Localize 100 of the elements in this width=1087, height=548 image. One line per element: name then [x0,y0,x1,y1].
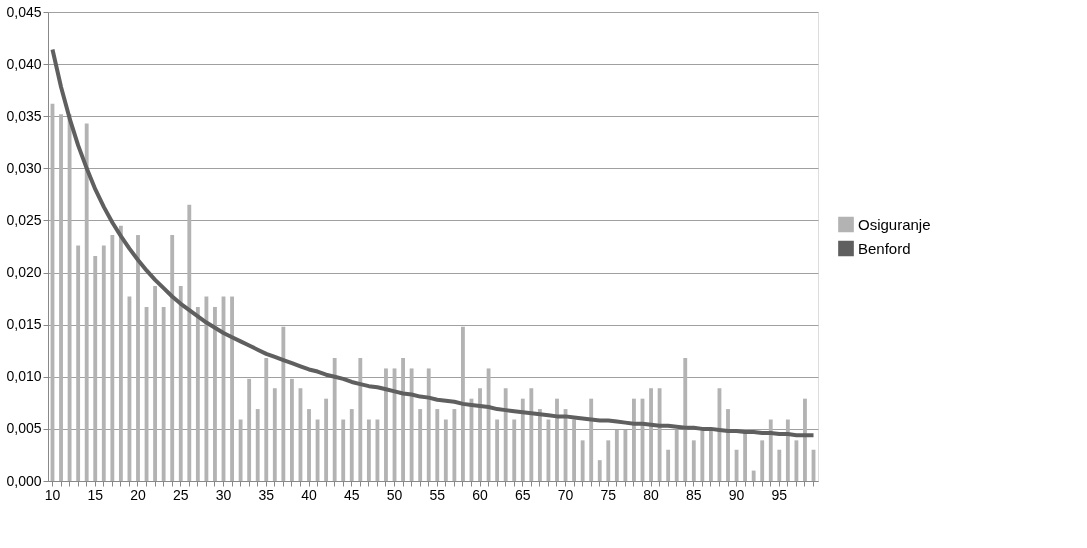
bar [700,429,705,481]
bar [555,398,559,481]
bar [84,123,89,481]
x-tick-label: 35 [258,486,275,503]
bar [272,388,277,481]
bar [247,378,252,481]
bar [307,409,311,481]
bar [76,245,81,481]
y-tick-label: 0,020 [6,264,42,281]
y-tick-label: 0,015 [6,316,42,333]
x-tick-label: 85 [686,486,702,503]
bar [366,419,371,481]
bar [110,235,115,481]
bar [204,296,209,481]
bar [520,398,525,481]
bar [726,409,730,481]
bar [418,409,423,481]
bar [785,419,790,481]
bar [170,235,175,481]
bar [803,398,807,481]
bar [632,398,636,481]
y-tick-label: 0,010 [6,368,42,385]
bar [443,419,448,481]
bar [486,368,491,481]
bar [401,358,405,481]
bar [537,409,542,481]
x-tick-label: 50 [386,486,403,503]
x-tick-label: 80 [643,486,660,503]
x-tick-label: 10 [44,486,61,503]
bar [691,440,696,481]
bar [461,326,465,481]
legend-label: Osiguranje [858,215,931,233]
x-tick-label: 20 [130,486,146,503]
bar [161,306,166,481]
bar [136,235,140,481]
bar [708,429,713,481]
line-series [50,47,816,438]
bar [195,306,200,481]
x-tick-label: 70 [557,486,574,503]
x-tick-label: 65 [514,486,531,503]
bar [358,358,363,481]
bar [623,429,628,481]
bar [332,358,337,481]
bar [93,255,98,481]
bar [435,409,440,481]
x-tick-label: 40 [301,486,318,503]
bar [452,409,457,481]
legend-label: Benford [858,239,911,257]
x-tick-label: 15 [87,486,104,503]
bar [187,204,192,481]
bar [751,470,756,481]
bar [153,286,158,481]
bar [101,245,106,481]
bar [597,460,602,481]
bar [589,398,594,481]
bar [341,419,346,481]
bar [794,440,799,481]
bar [426,368,431,481]
bar [657,388,662,481]
y-tick-label: 0,005 [6,420,42,437]
x-tick-label: 75 [600,486,617,503]
bar [281,326,286,481]
bar [118,225,123,481]
bar [409,368,414,481]
bar [264,358,269,481]
bar [324,398,329,481]
x-tick-label: 25 [172,486,189,503]
bar [683,358,688,481]
bar [478,388,482,481]
bar [178,286,183,481]
bar [649,388,653,481]
y-tick-label: 0,035 [6,107,42,124]
bar [349,409,354,481]
bar [384,368,388,481]
bar [238,419,243,481]
y-tick-label: 0,000 [6,472,42,489]
y-tick-label: 0,030 [6,159,42,176]
bar [529,388,534,481]
bar [213,306,217,481]
bar [580,440,585,481]
bar [230,296,234,481]
x-tick-label: 45 [343,486,360,503]
bar [674,429,679,481]
x-tick-label: 30 [215,486,232,503]
x-tick-label: 55 [429,486,446,503]
x-tick-label: 90 [728,486,745,503]
bar [59,114,63,481]
bar [289,378,294,481]
bar [503,388,508,481]
x-tick-label: 95 [771,486,788,503]
bar [666,449,671,481]
bar [760,440,765,481]
x-tick-label: 60 [472,486,489,503]
y-tick-label: 0,040 [6,55,42,72]
y-tick-label: 0,025 [6,211,42,228]
bar [512,419,517,481]
bar [614,429,619,481]
y-tick-label: 0,045 [6,3,42,20]
bar [375,419,380,481]
bar [255,409,260,481]
